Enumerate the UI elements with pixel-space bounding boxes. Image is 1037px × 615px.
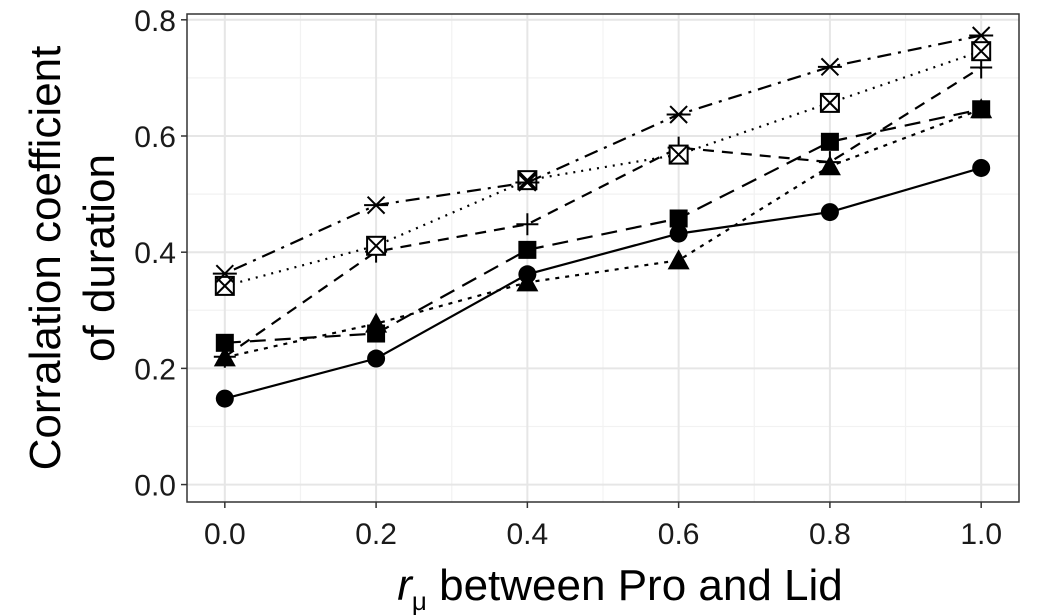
plus-marker bbox=[213, 345, 236, 368]
circle-marker bbox=[367, 349, 386, 368]
y-axis-title: Corralation coefficient bbox=[21, 46, 70, 471]
x-tick-label: 0.2 bbox=[355, 518, 397, 551]
asterisk-marker bbox=[969, 26, 994, 45]
series-line-square bbox=[224, 108, 982, 344]
x-tick-label: 0.8 bbox=[809, 518, 851, 551]
asterisk-marker bbox=[817, 57, 842, 77]
y-axis-title-second: of duration bbox=[75, 154, 124, 362]
y-axis-title-line1: Corralation coefficient bbox=[21, 46, 70, 471]
triangle-marker bbox=[667, 249, 690, 270]
plus-marker bbox=[818, 151, 841, 174]
x-tick-label: 1.0 bbox=[960, 518, 1002, 551]
series-line-circle bbox=[224, 166, 982, 400]
x-tick-label: 0.0 bbox=[204, 518, 246, 551]
series-layer bbox=[212, 26, 994, 408]
y-tick-label: 0.6 bbox=[134, 121, 176, 154]
box-cross-lines bbox=[971, 41, 991, 61]
x-axis-subscript: μ bbox=[412, 586, 427, 615]
plus-marker bbox=[516, 213, 539, 236]
circle-marker bbox=[972, 158, 991, 177]
circle-marker bbox=[669, 224, 688, 243]
square-marker bbox=[820, 132, 839, 151]
x-tick-label: 0.4 bbox=[507, 518, 549, 551]
circle-marker bbox=[820, 203, 839, 222]
y-tick-label: 0.8 bbox=[134, 5, 176, 38]
box-cross-lines bbox=[820, 93, 840, 113]
asterisk-marker bbox=[212, 264, 237, 283]
panel-border bbox=[186, 13, 1020, 503]
series-boxcross bbox=[214, 41, 992, 296]
x-axis-variable: r bbox=[397, 561, 414, 610]
asterisk-marker bbox=[515, 173, 540, 192]
series-line-plus bbox=[224, 66, 982, 358]
x-axis-title: rμ between Pro and Lid bbox=[397, 561, 843, 615]
triangle-marker bbox=[516, 271, 539, 292]
box-cross-lines bbox=[517, 170, 538, 190]
triangle-marker bbox=[970, 98, 993, 119]
circle-marker bbox=[215, 389, 234, 408]
x-tick-label: 0.6 bbox=[658, 518, 700, 551]
square-marker bbox=[669, 209, 688, 228]
y-axis-title-line2: of duration bbox=[75, 154, 124, 362]
asterisk-marker bbox=[666, 105, 691, 124]
x-axis-title-rest: between Pro and Lid bbox=[427, 561, 843, 610]
series-line-asterisk bbox=[224, 34, 982, 275]
series-asterisk bbox=[212, 26, 994, 283]
y-tick-label: 0.2 bbox=[134, 353, 176, 386]
square-marker bbox=[215, 333, 234, 352]
grid-layer bbox=[187, 14, 1019, 502]
asterisk-marker bbox=[364, 195, 389, 215]
axis-ticks bbox=[181, 19, 982, 508]
box-cross-lines bbox=[366, 236, 386, 256]
y-tick-label: 0.4 bbox=[134, 237, 176, 270]
triangle-marker bbox=[365, 312, 388, 333]
y-tick-label: 0.0 bbox=[134, 470, 176, 503]
tick-labels: 0.0 0.2 0.4 0.6 0.8 1.0 0.0 0.2 0.4 0.6 0.8 bbox=[134, 5, 1002, 551]
square-marker bbox=[518, 240, 537, 259]
box-cross-lines bbox=[668, 144, 689, 165]
